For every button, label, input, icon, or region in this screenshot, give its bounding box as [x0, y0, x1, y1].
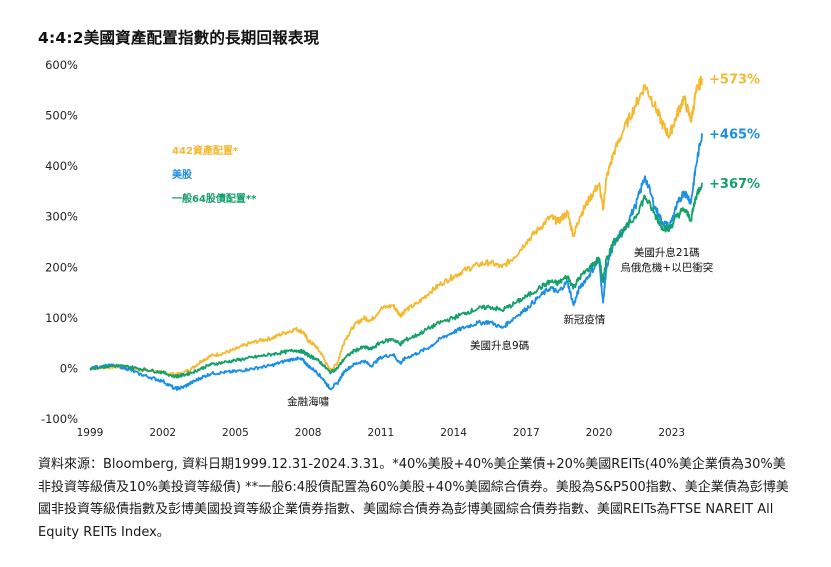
- y-tick-label: 0%: [60, 361, 78, 375]
- series-lines: [89, 75, 703, 391]
- x-tick-label: 2014: [440, 427, 467, 439]
- x-tick-label: 2023: [658, 427, 685, 439]
- y-tick-label: 300%: [45, 210, 78, 224]
- series-line: [89, 182, 703, 379]
- x-tick-label: 2002: [149, 427, 176, 439]
- x-tick-label: 1999: [77, 427, 104, 439]
- source-note: 資料來源：Bloomberg, 資料日期1999.12.31-2024.3.31…: [38, 457, 789, 540]
- annotation-label: 新冠疫情: [563, 313, 605, 326]
- series-line: [90, 75, 703, 377]
- y-tick-label: 200%: [45, 260, 78, 274]
- legend-item: 442資產配置*: [172, 144, 239, 157]
- annotation-label: 烏俄危機+以巴衝突: [620, 261, 713, 274]
- y-tick-label: 500%: [45, 109, 78, 123]
- annotation-label: 金融海嘯: [287, 395, 329, 408]
- y-tick-label: 100%: [45, 311, 78, 325]
- x-tick-label: 2017: [513, 427, 540, 439]
- y-axis-ticks: -100% 0% 100% 200% 300% 400% 500% 600%: [41, 58, 78, 426]
- x-tick-label: 2020: [586, 427, 613, 439]
- series-end-label: +465%: [709, 127, 760, 142]
- annotation-label: 美國升息21碼: [634, 246, 700, 259]
- x-tick-label: 2008: [295, 427, 322, 439]
- y-tick-label: -100%: [41, 412, 78, 426]
- x-axis-ticks: 1999 2002 2005 2008 2011 2014 2017 2020 2023: [77, 427, 685, 439]
- line-chart: -100% 0% 100% 200% 300% 400% 500% 600% 1999 2002…: [41, 58, 760, 439]
- legend-item: 美股: [172, 168, 193, 181]
- y-tick-label: 600%: [45, 58, 78, 72]
- legend-item: 一般64股債配置**: [172, 192, 257, 205]
- x-tick-label: 2005: [222, 427, 249, 439]
- series-end-label: +367%: [709, 177, 760, 192]
- series-end-label: +573%: [709, 73, 760, 88]
- y-tick-label: 400%: [45, 159, 78, 173]
- x-tick-label: 2011: [367, 427, 394, 439]
- chart-title: 4:4:2美國資產配置指數的長期回報表現: [38, 29, 320, 47]
- annotation-label: 美國升息9碼: [470, 339, 529, 352]
- series-end-labels: +573% +465% +367%: [709, 73, 760, 192]
